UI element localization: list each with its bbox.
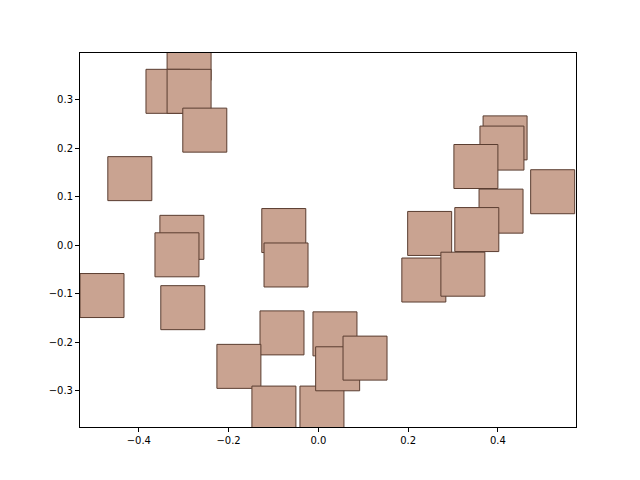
- svg-text:−0.2: −0.2: [49, 337, 73, 348]
- svg-text:0.2: 0.2: [57, 143, 73, 154]
- svg-text:−0.4: −0.4: [127, 435, 151, 446]
- svg-text:0.0: 0.0: [57, 240, 73, 251]
- svg-text:−0.3: −0.3: [49, 385, 73, 396]
- svg-text:0.4: 0.4: [490, 435, 506, 446]
- svg-text:0.1: 0.1: [57, 191, 73, 202]
- svg-text:0.0: 0.0: [310, 435, 326, 446]
- svg-text:−0.1: −0.1: [49, 288, 73, 299]
- svg-text:0.2: 0.2: [400, 435, 416, 446]
- svg-text:−0.2: −0.2: [216, 435, 240, 446]
- svg-text:0.3: 0.3: [57, 94, 73, 105]
